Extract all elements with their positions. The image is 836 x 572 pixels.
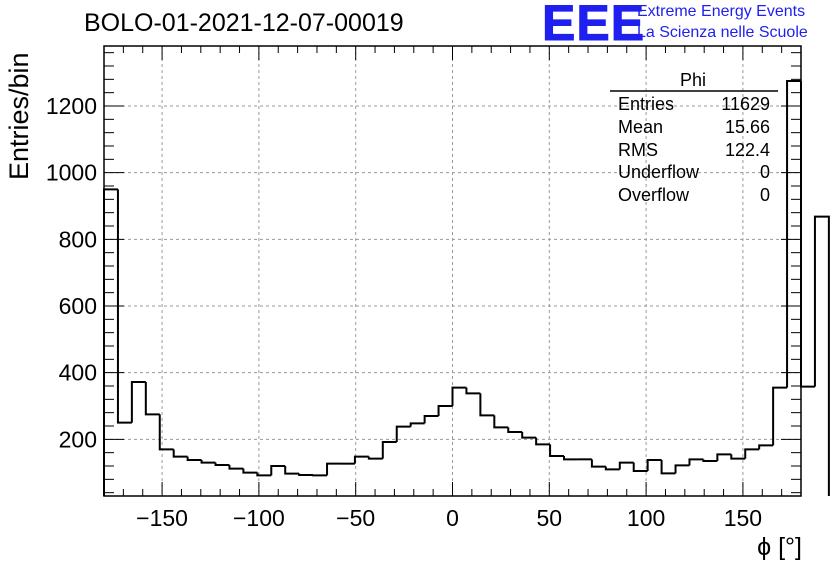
eee-logo: EEE	[541, 0, 646, 51]
histogram-bin	[130, 381, 146, 423]
histogram-bin	[353, 455, 369, 464]
histogram-bin	[549, 444, 565, 457]
stats-label-entries: Entries	[618, 94, 675, 114]
histogram-bin	[535, 437, 551, 446]
histogram-bin	[437, 405, 453, 416]
y-tick-label: 1200	[46, 93, 97, 119]
y-tick-label: 600	[59, 293, 97, 319]
histogram-bin	[813, 215, 830, 496]
histogram-bin	[409, 422, 425, 427]
histogram-bin	[716, 453, 732, 461]
stats-label-rms: RMS	[618, 140, 658, 160]
logo-line-1: Extreme Energy Events	[637, 3, 806, 20]
tick-labels: −150 −100 −50 0 50 100 150 200 400 600 800 1000 1200	[46, 93, 762, 531]
histogram-bin	[200, 460, 216, 464]
y-tick-label: 1000	[46, 160, 97, 186]
histogram-bin	[116, 189, 132, 424]
histogram-bin	[674, 464, 690, 474]
x-tick-label: −150	[136, 505, 188, 531]
histogram-bin	[646, 459, 662, 471]
stats-label-overflow: Overflow	[618, 185, 690, 205]
stats-value-rms: 122.4	[724, 140, 770, 160]
y-tick-label: 200	[59, 426, 97, 452]
histogram-bin	[242, 468, 258, 474]
histogram-bin	[660, 460, 676, 475]
y-tick-label: 800	[59, 226, 97, 252]
stats-title: Phi	[680, 70, 707, 90]
histogram-bin	[186, 456, 202, 461]
x-tick-label: −100	[233, 505, 285, 531]
histogram-bin	[367, 456, 383, 460]
axis-ticks	[103, 46, 802, 496]
histogram-bin	[800, 81, 815, 388]
histogram-bin	[604, 466, 620, 471]
histogram-bin	[702, 459, 718, 462]
histogram-bin	[381, 441, 397, 459]
histogram-bin	[730, 454, 746, 460]
histogram-bin	[465, 387, 481, 395]
histogram-bin	[451, 386, 467, 406]
histogram-bin	[493, 415, 509, 429]
histogram-bin	[521, 432, 537, 439]
histogram-bin	[479, 393, 495, 417]
grid-lines	[104, 46, 801, 496]
histogram-bin	[395, 425, 411, 442]
histogram-bin	[158, 414, 174, 451]
histogram-bin	[507, 427, 523, 433]
histogram-bin	[144, 382, 160, 416]
stats-value-mean: 15.66	[724, 117, 770, 137]
y-tick-label: 400	[59, 360, 97, 386]
chart-title: BOLO-01-2021-12-07-00019	[84, 9, 404, 37]
histogram-bin	[270, 465, 286, 476]
y-axis-label: Entries/bin	[4, 52, 34, 180]
x-tick-label: 50	[537, 505, 563, 531]
stats-value-entries: 11629	[721, 94, 770, 114]
histogram-bin	[172, 449, 188, 458]
histogram-bin	[228, 465, 244, 470]
histogram-bin	[423, 415, 439, 424]
x-tick-label: 0	[446, 505, 459, 531]
stats-label-underflow: Underflow	[618, 162, 700, 182]
histogram-bin	[256, 472, 272, 477]
histogram-bin	[103, 188, 118, 496]
x-tick-label: 150	[724, 505, 762, 531]
x-axis-label: ϕ [°]	[757, 533, 802, 561]
histogram-bin	[298, 473, 314, 476]
histogram-bin	[632, 462, 648, 472]
stats-label-mean: Mean	[618, 117, 664, 137]
logo-line-2: La Scienza nelle Scuole	[637, 24, 808, 41]
histogram-bin	[284, 466, 300, 475]
histogram-bin	[326, 462, 341, 476]
histogram-bin	[772, 386, 788, 446]
stats-value-overflow: 0	[759, 185, 770, 205]
histogram-bin	[786, 80, 801, 388]
stats-value-underflow: 0	[759, 162, 770, 182]
histogram-bin	[688, 458, 704, 466]
histogram-bin	[563, 456, 578, 461]
histogram-bin	[618, 461, 634, 470]
histogram-bin	[758, 444, 774, 450]
x-tick-label: −50	[336, 505, 375, 531]
x-tick-label: 100	[627, 505, 665, 531]
histogram-bin	[214, 462, 230, 466]
histogram-bin	[744, 448, 760, 459]
histogram-bin	[590, 459, 606, 468]
